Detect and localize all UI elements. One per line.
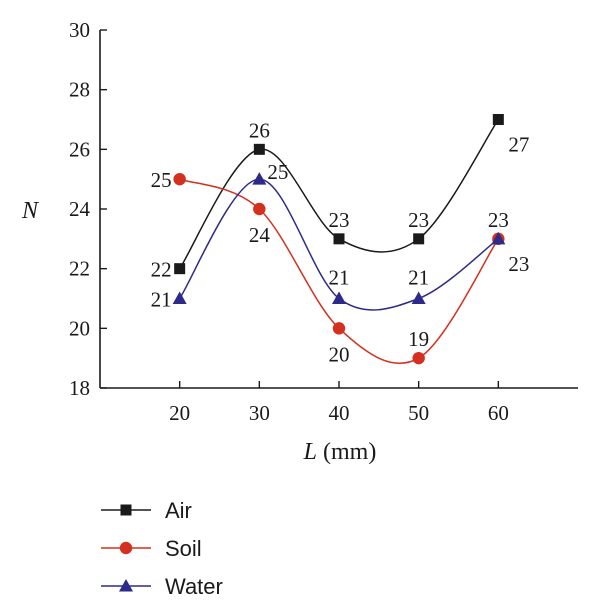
y-tick-label: 30 — [69, 18, 90, 42]
point-soil — [253, 202, 266, 216]
series-air — [174, 114, 504, 275]
data-label-water: 23 — [488, 208, 509, 232]
x-tick-label: 60 — [488, 401, 509, 425]
x-axis-label-unit: (mm) — [317, 439, 376, 465]
x-tick-label: 20 — [169, 401, 190, 425]
y-tick-label: 22 — [69, 257, 90, 281]
point-air — [413, 233, 425, 245]
legend-item-air: Air — [101, 498, 192, 523]
point-water — [491, 231, 506, 245]
legend-marker-water — [119, 579, 133, 592]
point-air — [333, 233, 345, 245]
data-label-water: 21 — [329, 266, 350, 290]
legend-label-soil: Soil — [165, 536, 202, 561]
data-label-air: 23 — [329, 208, 350, 232]
y-tick-label: 26 — [69, 137, 90, 161]
series-water — [172, 172, 506, 311]
y-tick-label: 24 — [69, 197, 91, 221]
legend-label-water: Water — [165, 574, 223, 599]
point-soil — [412, 351, 425, 365]
data-label-air: 23 — [408, 208, 429, 232]
point-water — [172, 291, 187, 304]
data-labels: 22 26 23 23 27 25 24 20 19 23 21 25 21 21 23 — [151, 118, 530, 366]
axes — [99, 29, 578, 389]
data-label-water: 25 — [267, 160, 288, 184]
data-label-soil: 23 — [508, 252, 529, 276]
series-line-water — [179, 178, 499, 311]
legend-item-water: Water — [101, 574, 223, 599]
x-tick-label: 40 — [329, 401, 350, 425]
y-tick-label: 18 — [69, 376, 90, 400]
data-label-soil: 25 — [151, 168, 172, 192]
x-axis-label: L (mm) — [303, 439, 377, 465]
point-air — [253, 143, 265, 155]
point-water — [411, 291, 426, 304]
legend: Air Soil Water — [101, 498, 223, 599]
x-tick-label: 30 — [249, 401, 270, 425]
legend-item-soil: Soil — [101, 536, 202, 561]
point-water — [252, 172, 267, 185]
legend-marker-air — [120, 504, 132, 516]
point-soil — [332, 322, 346, 335]
y-tick-label: 28 — [69, 78, 90, 102]
y-tick-label: 20 — [69, 316, 90, 340]
data-label-soil: 19 — [408, 327, 429, 351]
tick-labels: 20 30 40 50 60 18 20 22 24 26 28 30 — [69, 18, 509, 425]
data-label-water: 21 — [408, 266, 429, 290]
x-tick-label: 50 — [408, 401, 429, 425]
data-label-air: 22 — [151, 258, 172, 282]
y-axis-label: N — [21, 198, 40, 224]
series-layer — [172, 114, 506, 365]
point-air — [174, 263, 186, 275]
point-air — [492, 114, 504, 125]
point-water — [332, 291, 346, 304]
data-label-soil: 24 — [249, 223, 271, 247]
data-label-soil: 20 — [329, 342, 350, 366]
legend-label-air: Air — [165, 498, 192, 523]
x-axis-label-var: L — [303, 439, 317, 465]
legend-marker-soil — [119, 541, 133, 555]
data-label-water: 21 — [151, 288, 172, 312]
series-line-air — [179, 119, 499, 270]
data-label-air: 27 — [508, 133, 529, 157]
point-soil — [173, 172, 186, 186]
data-label-air: 26 — [249, 118, 270, 142]
